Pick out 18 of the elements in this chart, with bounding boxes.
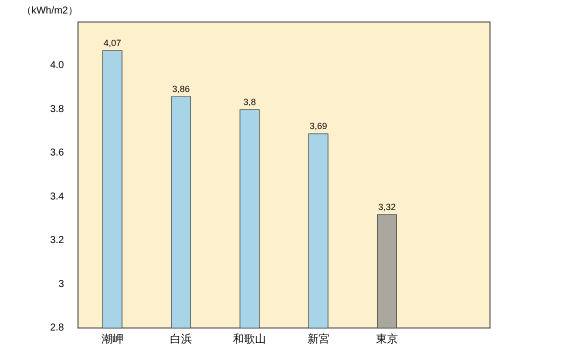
x-tick-label: 白浜 <box>170 332 192 346</box>
data-label: 3,8 <box>243 96 256 107</box>
y-tick-label: 3.2 <box>50 235 64 246</box>
y-tick-label: 3.4 <box>50 191 64 202</box>
data-label: 4,07 <box>104 38 122 48</box>
x-tick-label: 潮岬 <box>101 332 124 346</box>
y-tick-label: 3 <box>58 278 64 290</box>
y-tick-label: 4.0 <box>50 60 64 72</box>
y-tick-label: 3.6 <box>50 148 64 159</box>
y-tick-label: 2.8 <box>50 322 64 334</box>
x-tick-label: 和歌山 <box>233 332 266 346</box>
data-label: 3,86 <box>172 84 190 94</box>
y-tick-label: 3.8 <box>50 104 64 115</box>
data-label: 3,69 <box>310 120 328 131</box>
x-tick-label: 東京 <box>376 332 398 346</box>
y-axis-title: （kWh/m2） <box>21 6 78 16</box>
x-tick-label: 新宮 <box>307 332 330 346</box>
data-label: 3,32 <box>378 202 396 212</box>
